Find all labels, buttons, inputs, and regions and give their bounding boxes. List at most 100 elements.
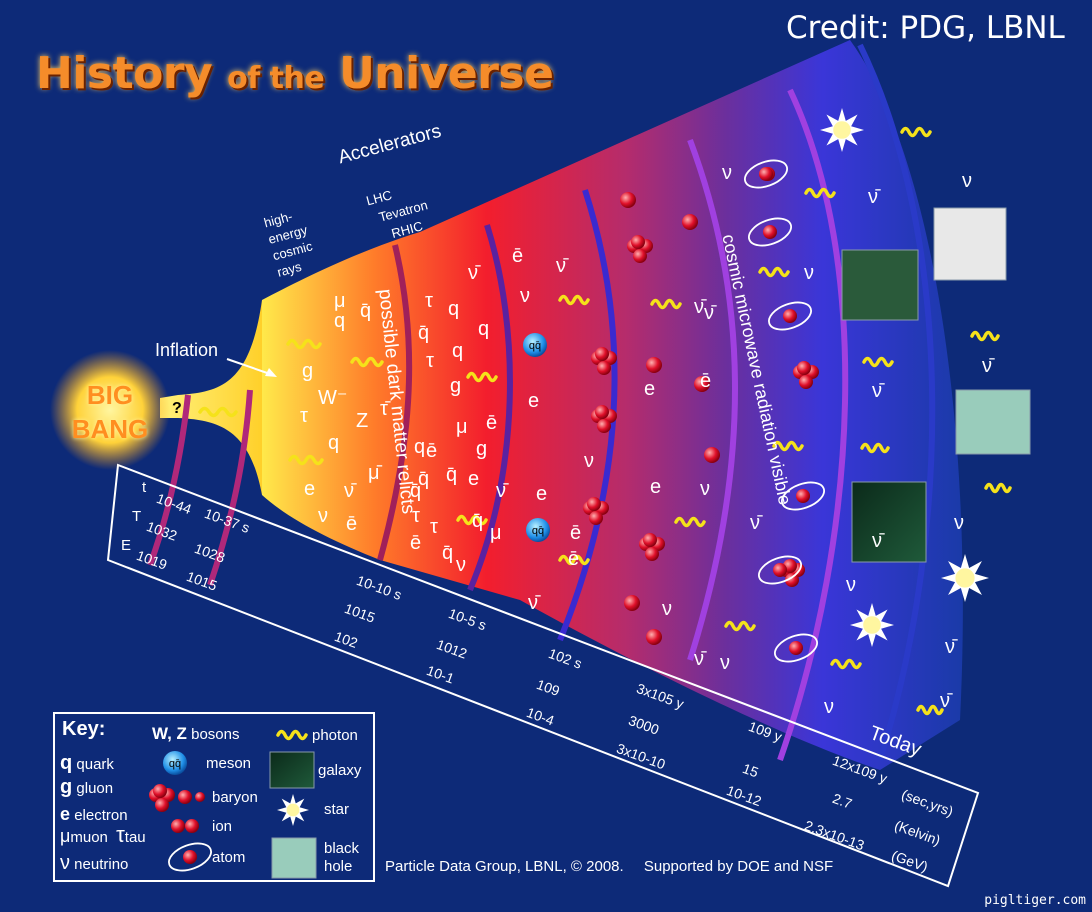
key-baryon-small-icon xyxy=(195,792,205,802)
photon-icon xyxy=(198,406,238,418)
late-particle-5: ν xyxy=(954,512,964,534)
early-particle-16: q xyxy=(328,432,340,454)
early-particle-13: Z xyxy=(356,410,369,432)
photon-icon xyxy=(350,356,384,368)
key-ion-icon xyxy=(171,819,185,833)
mid-particle-17: ν̄ xyxy=(704,302,714,324)
inflation-arrow xyxy=(226,358,277,377)
meson-label: qq̄ xyxy=(169,758,181,770)
ion-icon xyxy=(620,192,636,208)
early-particle-29: τ xyxy=(412,505,420,527)
key-title: Key: xyxy=(62,718,106,740)
early-particle-6: ν̄ xyxy=(468,262,478,284)
star-icon xyxy=(820,108,864,152)
mid-particle-15: ν̄ xyxy=(694,648,704,670)
key-black-hole-line-1: black xyxy=(324,840,360,857)
key-gluon-label: gluon xyxy=(76,780,114,797)
early-particle-24: ē xyxy=(426,440,438,462)
mid-particle-4: ν xyxy=(584,450,594,472)
photon-icon xyxy=(286,338,322,350)
late-particle-8: ν xyxy=(720,652,730,674)
late-particle-4: ν̄ xyxy=(982,355,992,377)
big-bang-label: BIG BANG xyxy=(70,378,150,446)
mid-particle-0: ē xyxy=(512,245,524,267)
key-tau-symbol: τ xyxy=(116,822,125,847)
early-particle-17: e xyxy=(304,478,316,500)
key-muon-tau: μmuon τtau xyxy=(60,822,146,848)
baryon-icon xyxy=(793,361,819,389)
star-icon xyxy=(941,554,989,602)
early-particle-30: q̄ xyxy=(472,510,484,532)
meson-icon xyxy=(526,518,550,542)
key-neutrino-label: neutrino xyxy=(74,856,129,873)
late-particle-11: ν xyxy=(824,696,834,718)
big-bang-glow xyxy=(50,350,170,470)
time-scale-panel xyxy=(106,463,980,888)
early-particle-27: e xyxy=(468,468,480,490)
late-particle-6: ν̄ xyxy=(872,530,882,552)
mid-particle-8: ē xyxy=(570,522,582,544)
footer-right: Supported by DOE and NSF xyxy=(643,858,834,875)
mid-particle-16: ν xyxy=(722,162,732,184)
inflation-funnel xyxy=(160,300,262,495)
title-part-1: History xyxy=(36,48,213,99)
mid-particle-10: ν xyxy=(662,598,672,620)
title-part-3: Universe xyxy=(339,48,554,99)
key-tau-label: tau xyxy=(124,829,146,846)
meson-icon xyxy=(523,333,547,357)
key-muon-symbol: μ xyxy=(60,826,71,846)
key-photon-label: photon xyxy=(312,727,358,744)
photon-icon xyxy=(674,516,706,528)
early-particle-2: g xyxy=(302,360,314,382)
early-particle-38: q̄ xyxy=(410,480,422,502)
key-quark-symbol: q xyxy=(60,752,73,774)
mid-particle-5: e xyxy=(536,483,548,505)
key-quark-label: quark xyxy=(76,756,114,773)
ion-icon xyxy=(704,447,720,463)
big-bang-line-1: BIG xyxy=(86,380,134,410)
early-particle-31: μ xyxy=(490,522,502,544)
mid-particle-12: ē xyxy=(700,370,712,392)
late-particle-1: ν̄ xyxy=(868,186,878,208)
key-muon-label: muon xyxy=(70,829,108,846)
key-photon-icon xyxy=(276,729,308,741)
scale-row-E: E xyxy=(121,537,132,554)
key-meson-icon xyxy=(163,751,187,775)
question-mark: ? xyxy=(172,400,182,417)
early-particle-22: q̄ xyxy=(418,468,430,490)
early-particle-11: τ xyxy=(300,405,308,427)
early-particle-7: q xyxy=(478,318,490,340)
early-particle-10: q xyxy=(452,340,464,362)
early-particle-5: q xyxy=(448,298,460,320)
pillars-image xyxy=(841,249,919,321)
arc-7 xyxy=(777,88,849,761)
baryon-icon xyxy=(639,533,665,561)
key-bosons-symbol: W, Z xyxy=(152,724,187,743)
page-title: History of the Universe xyxy=(36,48,554,99)
ion-icon xyxy=(646,357,662,373)
photon-icon xyxy=(772,440,804,452)
watermark: pigltiger.com xyxy=(984,893,1086,908)
late-particle-9: ν̄ xyxy=(945,636,955,658)
footer-left: Particle Data Group, LBNL, © 2008. xyxy=(385,858,624,875)
early-particle-36: τ xyxy=(430,516,438,538)
atom-icon xyxy=(781,481,825,511)
key-quark: q quark xyxy=(60,752,114,775)
key-baryon-icon xyxy=(149,784,175,812)
mid-particle-2: ν xyxy=(520,285,530,307)
photon-icon xyxy=(558,294,590,306)
photon-icon xyxy=(970,330,1000,342)
arc-8 xyxy=(857,43,936,761)
photon-icon xyxy=(758,266,790,278)
photon-icon xyxy=(466,371,498,383)
arc-6 xyxy=(687,138,738,661)
photon-icon xyxy=(862,356,894,368)
ion-icon xyxy=(646,629,662,645)
ion-icon xyxy=(682,214,698,230)
key-electron-symbol: e xyxy=(60,804,71,824)
baryon-icon xyxy=(583,497,609,525)
early-particle-3: μ xyxy=(334,290,346,312)
early-particle-23: μ xyxy=(456,416,468,438)
atom-icon xyxy=(744,159,788,189)
